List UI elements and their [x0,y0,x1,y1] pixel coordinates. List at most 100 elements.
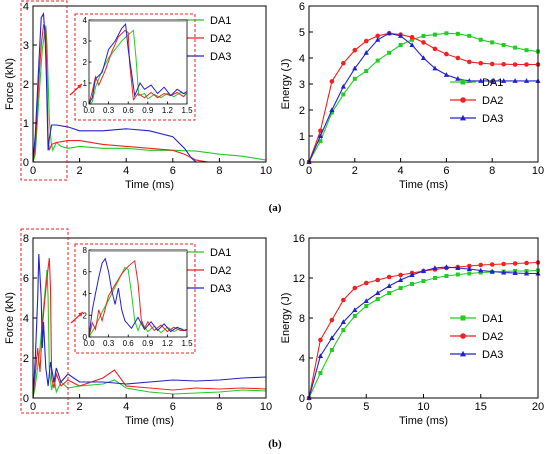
a-energy-point-da1 [501,43,506,47]
a-energy-x-tick-label: 4 [398,165,404,177]
a-force-inset-x-tick-label: 0.0 [83,106,95,115]
a-force-inset-series-da2 [88,29,188,105]
b-energy-x-tick-label: 0 [306,401,312,413]
b-energy-y-axis-label: Energy (J) [280,293,292,344]
figure-label-a: (a) [269,202,282,214]
a-energy-point-da1 [375,58,380,63]
b-force-y-tick-label: 8 [23,233,29,245]
b-energy-point-da3 [340,319,346,324]
a-force-inset-y-tick-label: 3 [83,37,88,46]
a-energy-x-tick-label: 6 [443,165,449,177]
a-energy-legend-label-da2: DA2 [482,95,503,107]
b-energy-series-da3 [308,266,538,399]
b-energy-series-da1 [308,269,539,399]
a-force-inset-series-da1 [88,29,188,105]
b-energy-point-da3 [398,277,404,282]
b-energy-point-da2 [478,262,484,268]
b-energy-point-da3 [523,270,530,276]
a-force-inset-y-tick-label: 1 [83,79,88,88]
b-force-y-tick-label: 6 [23,273,29,285]
a-energy-x-tick-label: 8 [489,165,495,177]
a-force-zoom-arrow-head [77,84,82,89]
a-energy-point-da1 [329,110,334,115]
a-force-zoom-region-box [20,0,68,181]
b-force-x-axis-label: Time (ms) [125,415,174,427]
b-force-inset-x-tick-label: 1.5 [181,339,193,348]
a-energy-point-da1 [421,33,426,38]
b-energy-point-da1 [318,371,323,375]
b-energy-point-da3 [478,267,484,273]
a-force-inset-y-tick-label: 4 [83,16,88,25]
b-force-inset-x-tick-label: 0.3 [103,339,115,348]
a-energy-point-da2 [409,34,415,40]
b-energy-legend-marker-da2 [460,333,466,339]
b-force-inset: 0.0 0.3 0.6 0.9 1.2 1.5 0 2 4 6 8 [74,243,196,354]
a-force-y-tick-label: 0 [23,157,29,169]
a-energy-point-da1 [444,31,449,36]
a-force-inset-x-tick-label: 0.3 [103,106,115,115]
b-force-inset-x-tick-label: 0.0 [83,339,95,348]
b-energy-legend-label-da2: DA2 [482,331,503,343]
a-force-inset-y-tick-label: 2 [83,58,88,67]
a-force-x-tick-label: 4 [123,165,129,177]
a-force-inset-x-tick-label: 1.2 [162,106,174,115]
a-energy-point-da1 [490,40,495,45]
a-energy-point-da3 [386,30,392,36]
a-energy-legend-label-da3: DA3 [482,113,503,125]
b-force-inset-x-tick-label: 1.2 [162,339,174,348]
a-force-series-da3 [32,11,197,163]
a-force-legend-label-da2: DA2 [210,33,231,45]
b-force-x-tick-label: 8 [216,401,222,413]
b-energy-point-da1 [455,272,460,277]
a-energy-point-da2 [375,33,381,39]
b-energy-point-da2 [375,277,381,283]
b-force-inset-series-da3 [88,257,188,338]
a-energy-legend-marker-da1 [460,79,466,85]
b-energy-x-tick-label: 10 [417,401,429,413]
a-energy-point-da3 [363,50,369,55]
a-force-y-tick-label: 2 [23,79,29,91]
b-energy-point-da2 [352,285,358,291]
b-energy-point-da3 [455,265,461,270]
a-energy-point-da3 [501,78,507,83]
a-force-x-tick-label: 10 [260,165,272,177]
a-force-x-tick-label: 0 [30,165,36,177]
a-energy-point-da1 [513,45,518,50]
b-energy-point-da1 [352,314,357,318]
a-energy-point-da2 [421,40,426,45]
a-energy-point-da1 [432,32,437,37]
a-energy-point-da1 [524,48,529,53]
a-energy-point-da2 [329,79,335,84]
a-energy-point-da1 [410,37,415,42]
b-force-x-tick-label: 0 [30,401,36,413]
a-energy-point-da1 [455,31,460,36]
b-energy-point-da2 [524,260,529,266]
a-energy-y-tick-label: 1 [299,131,305,143]
a-force-inset-x-tick-label: 0.9 [142,106,154,115]
a-force-legend-label-da3: DA3 [210,51,231,63]
b-energy-legend-label-da3: DA3 [482,349,503,361]
b-force-y-tick-label: 2 [23,353,29,365]
a-energy-point-da3 [409,42,415,47]
a-energy-point-da1 [341,92,346,97]
b-energy-point-da1 [421,279,426,283]
b-energy-point-da1 [329,348,334,352]
a-energy-legend-label-da1: DA1 [482,77,503,89]
b-force-inset-x-tick-label: 0.6 [123,339,135,348]
a-energy-point-da2 [512,62,518,67]
b-force-inset-x-tick-label: 0.9 [142,339,154,348]
a-energy-series-da1 [308,32,539,163]
a-energy-series-da2 [308,32,538,163]
b-force-inset-series-da2 [88,259,187,338]
b-force-x-tick-label: 4 [123,401,129,413]
a-force-series-da2 [32,23,208,163]
b-energy-x-tick-label: 20 [532,401,544,413]
a-force-y-tick-label: 4 [23,1,29,13]
a-force-inset-y-tick-label: 0 [83,100,88,109]
b-energy-point-da1 [341,328,346,332]
b-energy-point-da3 [352,307,358,312]
b-force-chart: 0 2 4 6 8 10 0 2 4 6 8 Time (ms) Force (kN) DA1 DA2 DA3 [4,233,272,427]
b-energy-point-da3 [386,283,392,288]
a-energy-point-da2 [501,61,506,67]
